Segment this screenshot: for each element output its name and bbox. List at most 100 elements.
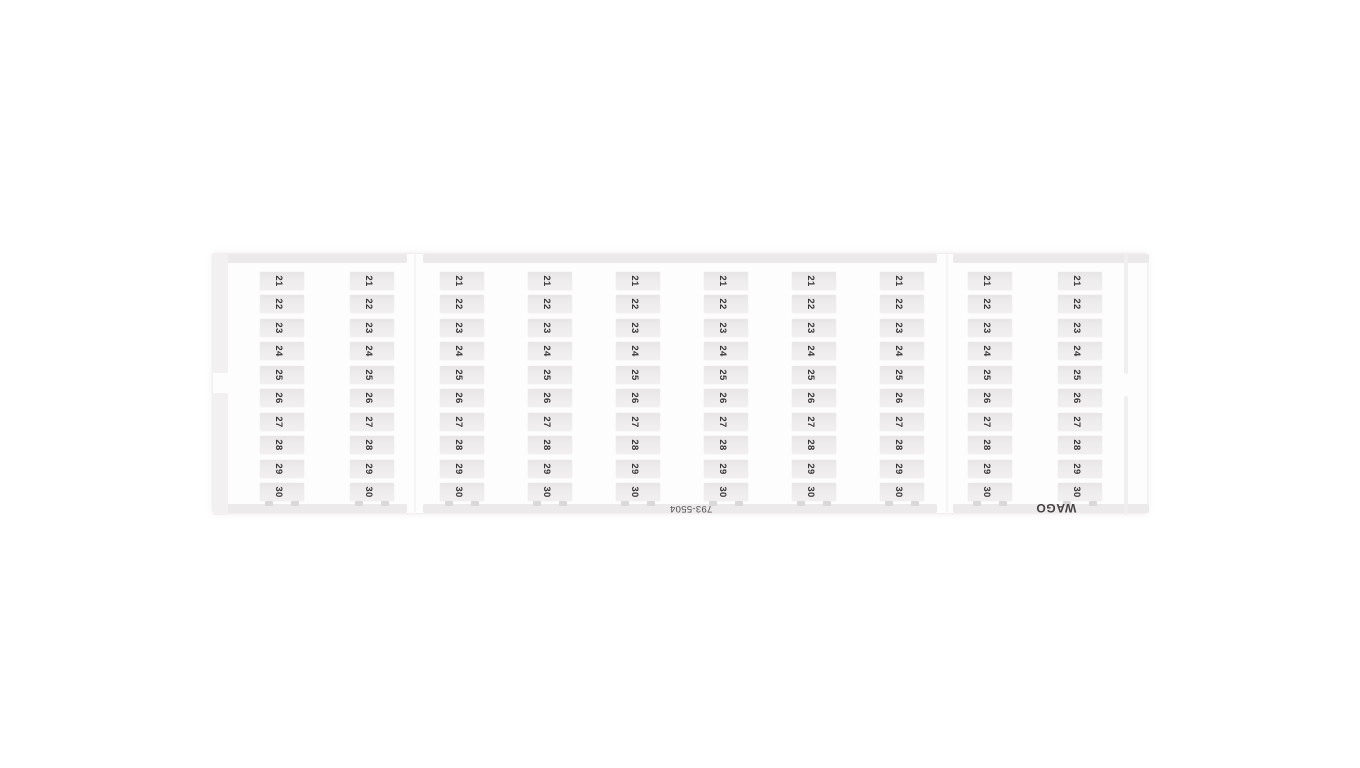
marker-cell: 27	[528, 412, 572, 431]
marker-label: 27	[272, 415, 284, 428]
marker-label: 21	[1070, 275, 1082, 287]
card-edge-bottom-segment	[213, 504, 407, 513]
marker-cell: 23	[616, 318, 660, 337]
marker-label: 29	[716, 462, 728, 475]
marker-label: 24	[362, 345, 374, 357]
marker-cell: 28	[1058, 436, 1102, 455]
marker-column: 21 22 23 24 25 26 27 28 29 30	[350, 272, 394, 501]
marker-label: 28	[892, 439, 904, 451]
card-edge-left-segment	[213, 254, 228, 373]
marker-cell: 23	[880, 318, 924, 337]
marker-card: 21 22 23 24 25 26 27 28 29 30 21 22 23 24 25 26 27 28 29 30…	[212, 253, 1149, 515]
marker-label: 25	[892, 369, 904, 381]
marker-cell: 22	[880, 295, 924, 314]
strip-tab	[559, 501, 567, 506]
marker-cell: 29	[1058, 459, 1102, 478]
marker-label: 27	[362, 415, 374, 428]
marker-cell: 23	[1058, 318, 1102, 337]
marker-label: 21	[804, 275, 816, 287]
marker-cell: 21	[440, 272, 484, 290]
marker-cell: 22	[1058, 295, 1102, 314]
marker-cell: 24	[440, 342, 484, 361]
marker-cell: 23	[260, 318, 304, 337]
strip-tab	[709, 501, 717, 506]
marker-label: 28	[804, 439, 816, 451]
marker-label: 25	[804, 369, 816, 381]
marker-cell: 21	[1058, 272, 1102, 290]
marker-cell: 26	[1058, 389, 1102, 408]
marker-label: 23	[892, 322, 904, 334]
strip-tab	[1089, 501, 1097, 506]
marker-label: 21	[628, 275, 640, 287]
marker-label: 26	[540, 392, 552, 404]
marker-label: 25	[452, 369, 464, 381]
strip-tab	[445, 501, 453, 506]
strip-tab	[823, 501, 831, 506]
marker-grid: 21 22 23 24 25 26 27 28 29 30 21 22 23 24 25 26 27 28 29 30…	[213, 254, 1149, 515]
marker-label: 22	[540, 298, 552, 311]
marker-column: 21 22 23 24 25 26 27 28 29 30	[880, 272, 924, 501]
marker-cell: 27	[260, 412, 304, 431]
marker-cell: 25	[616, 365, 660, 384]
marker-label: 24	[716, 345, 728, 357]
marker-cell: 30	[792, 482, 836, 501]
marker-label: 24	[540, 345, 552, 357]
marker-label: 24	[272, 345, 284, 357]
marker-cell: 23	[704, 318, 748, 337]
strip-tab	[999, 501, 1007, 506]
marker-cell: 28	[528, 436, 572, 455]
marker-cell: 22	[616, 295, 660, 314]
marker-label: 29	[540, 462, 552, 475]
marker-cell: 27	[968, 412, 1012, 431]
marker-label: 28	[362, 439, 374, 451]
marker-label: 27	[716, 415, 728, 428]
marker-label: 29	[980, 462, 992, 475]
marker-label: 21	[272, 275, 284, 287]
marker-cell: 24	[528, 342, 572, 361]
marker-label: 30	[272, 486, 284, 498]
marker-label: 24	[804, 345, 816, 357]
marker-column: 21 22 23 24 25 26 27 28 29 30	[704, 272, 748, 501]
marker-label: 23	[1070, 322, 1082, 334]
card-edge-bottom-segment	[953, 504, 1149, 513]
marker-cell: 24	[616, 342, 660, 361]
marker-cell: 29	[792, 459, 836, 478]
marker-cell: 29	[968, 459, 1012, 478]
marker-label: 27	[628, 415, 640, 428]
marker-cell: 26	[704, 389, 748, 408]
marker-label: 29	[804, 462, 816, 475]
marker-label: 23	[362, 322, 374, 334]
marker-cell: 27	[616, 412, 660, 431]
marker-cell: 29	[528, 459, 572, 478]
marker-column: 21 22 23 24 25 26 27 28 29 30	[968, 272, 1012, 501]
marker-label: 22	[362, 298, 374, 311]
marker-label: 23	[716, 322, 728, 334]
marker-label: 23	[980, 322, 992, 334]
marker-cell: 21	[350, 272, 394, 290]
marker-cell: 26	[792, 389, 836, 408]
marker-label: 22	[716, 298, 728, 311]
marker-cell: 26	[440, 389, 484, 408]
strip-tab	[621, 501, 629, 506]
marker-cell: 26	[260, 389, 304, 408]
section-cut-line	[414, 254, 416, 515]
marker-label: 26	[1070, 392, 1082, 404]
marker-cell: 30	[260, 482, 304, 501]
marker-cell: 30	[350, 482, 394, 501]
marker-cell: 26	[528, 389, 572, 408]
marker-cell: 23	[792, 318, 836, 337]
strip-tab	[735, 501, 743, 506]
marker-label: 29	[452, 462, 464, 475]
marker-column: 21 22 23 24 25 26 27 28 29 30	[440, 272, 484, 501]
marker-cell: 30	[440, 482, 484, 501]
marker-cell: 29	[880, 459, 924, 478]
marker-column: 21 22 23 24 25 26 27 28 29 30	[792, 272, 836, 501]
marker-label: 24	[980, 345, 992, 357]
marker-cell: 22	[440, 295, 484, 314]
marker-cell: 24	[350, 342, 394, 361]
marker-label: 28	[628, 439, 640, 451]
marker-label: 23	[452, 322, 464, 334]
marker-label: 25	[362, 369, 374, 381]
marker-label: 21	[362, 275, 374, 287]
